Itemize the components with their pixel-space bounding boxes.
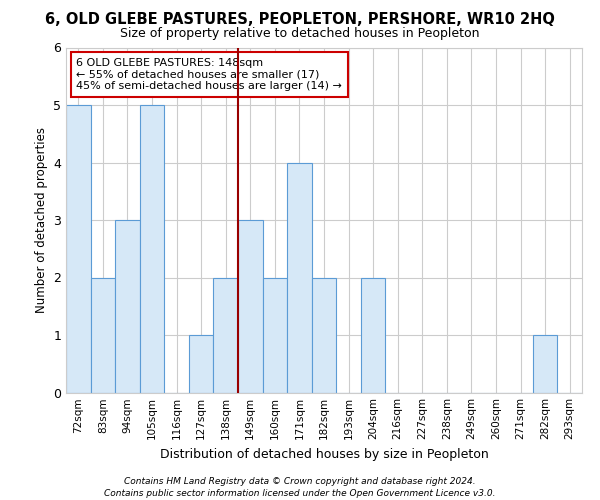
Bar	[189, 335, 214, 392]
Bar	[312, 278, 336, 392]
Text: Contains HM Land Registry data © Crown copyright and database right 2024.: Contains HM Land Registry data © Crown c…	[124, 477, 476, 486]
Bar	[361, 278, 385, 392]
Bar	[66, 105, 91, 393]
Text: Contains public sector information licensed under the Open Government Licence v3: Contains public sector information licen…	[104, 488, 496, 498]
Bar	[214, 278, 238, 392]
Bar	[91, 278, 115, 392]
Bar	[533, 335, 557, 392]
Bar	[287, 162, 312, 392]
Text: 6, OLD GLEBE PASTURES, PEOPLETON, PERSHORE, WR10 2HQ: 6, OLD GLEBE PASTURES, PEOPLETON, PERSHO…	[45, 12, 555, 28]
Bar	[238, 220, 263, 392]
Text: Size of property relative to detached houses in Peopleton: Size of property relative to detached ho…	[120, 28, 480, 40]
Bar	[115, 220, 140, 392]
Y-axis label: Number of detached properties: Number of detached properties	[35, 127, 47, 313]
X-axis label: Distribution of detached houses by size in Peopleton: Distribution of detached houses by size …	[160, 448, 488, 461]
Bar	[140, 105, 164, 393]
Bar	[263, 278, 287, 392]
Text: 6 OLD GLEBE PASTURES: 148sqm
← 55% of detached houses are smaller (17)
45% of se: 6 OLD GLEBE PASTURES: 148sqm ← 55% of de…	[76, 58, 342, 91]
